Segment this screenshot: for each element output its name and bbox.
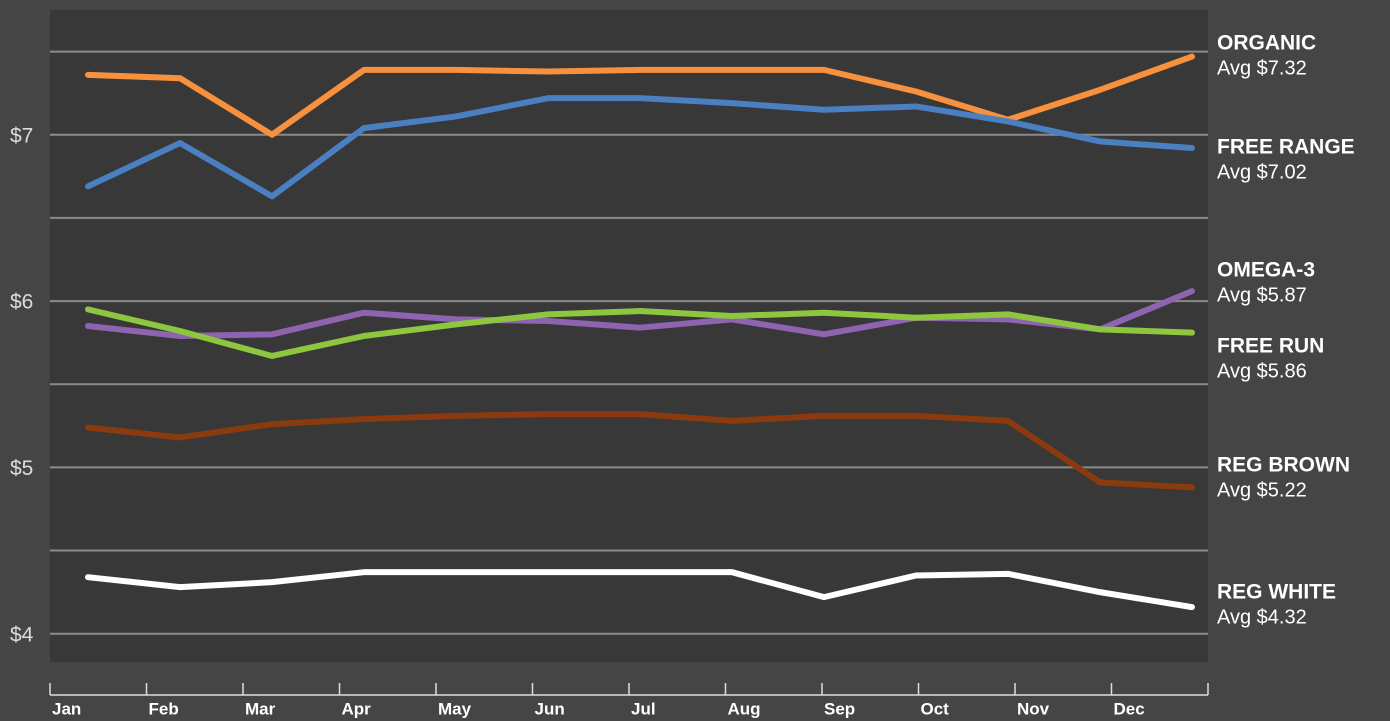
- y-tick-label: $4: [10, 623, 34, 646]
- x-tick-label: Sep: [824, 699, 855, 718]
- x-tick-label: Jun: [535, 699, 565, 718]
- x-tick-label: Aug: [728, 699, 761, 718]
- y-tick-label: $7: [10, 124, 33, 147]
- legend-name: FREE RANGE: [1217, 136, 1355, 159]
- x-tick-label: Mar: [245, 699, 276, 718]
- series-line: [85, 95, 1195, 200]
- x-tick-label: Feb: [149, 699, 179, 718]
- legend-average: Avg $7.32: [1217, 57, 1307, 79]
- legend-name: ORGANIC: [1217, 32, 1316, 55]
- legend-average: Avg $7.02: [1217, 161, 1307, 183]
- y-tick-label: $6: [10, 291, 33, 314]
- x-tick-label: Jan: [52, 699, 81, 718]
- y-tick-label: $5: [10, 457, 33, 480]
- legend-name: OMEGA-3: [1217, 259, 1315, 282]
- legend-average: Avg $5.22: [1217, 479, 1307, 501]
- legend-average: Avg $4.32: [1217, 606, 1307, 628]
- x-tick-label: Oct: [921, 699, 950, 718]
- x-tick-label: May: [438, 699, 472, 718]
- x-tick-label: Dec: [1114, 699, 1145, 718]
- legend-name: FREE RUN: [1217, 335, 1324, 358]
- series-line: [85, 569, 1195, 611]
- x-tick-label: Jul: [631, 699, 656, 718]
- x-tick-label: Apr: [342, 699, 372, 718]
- series-line: [85, 288, 1195, 339]
- legend-average: Avg $5.87: [1217, 284, 1307, 306]
- legend-name: REG WHITE: [1217, 581, 1336, 604]
- series-line: [85, 411, 1195, 491]
- legend-average: Avg $5.86: [1217, 360, 1307, 382]
- x-tick-label: Nov: [1017, 699, 1050, 718]
- series-line: [85, 306, 1195, 359]
- legend-name: REG BROWN: [1217, 454, 1350, 477]
